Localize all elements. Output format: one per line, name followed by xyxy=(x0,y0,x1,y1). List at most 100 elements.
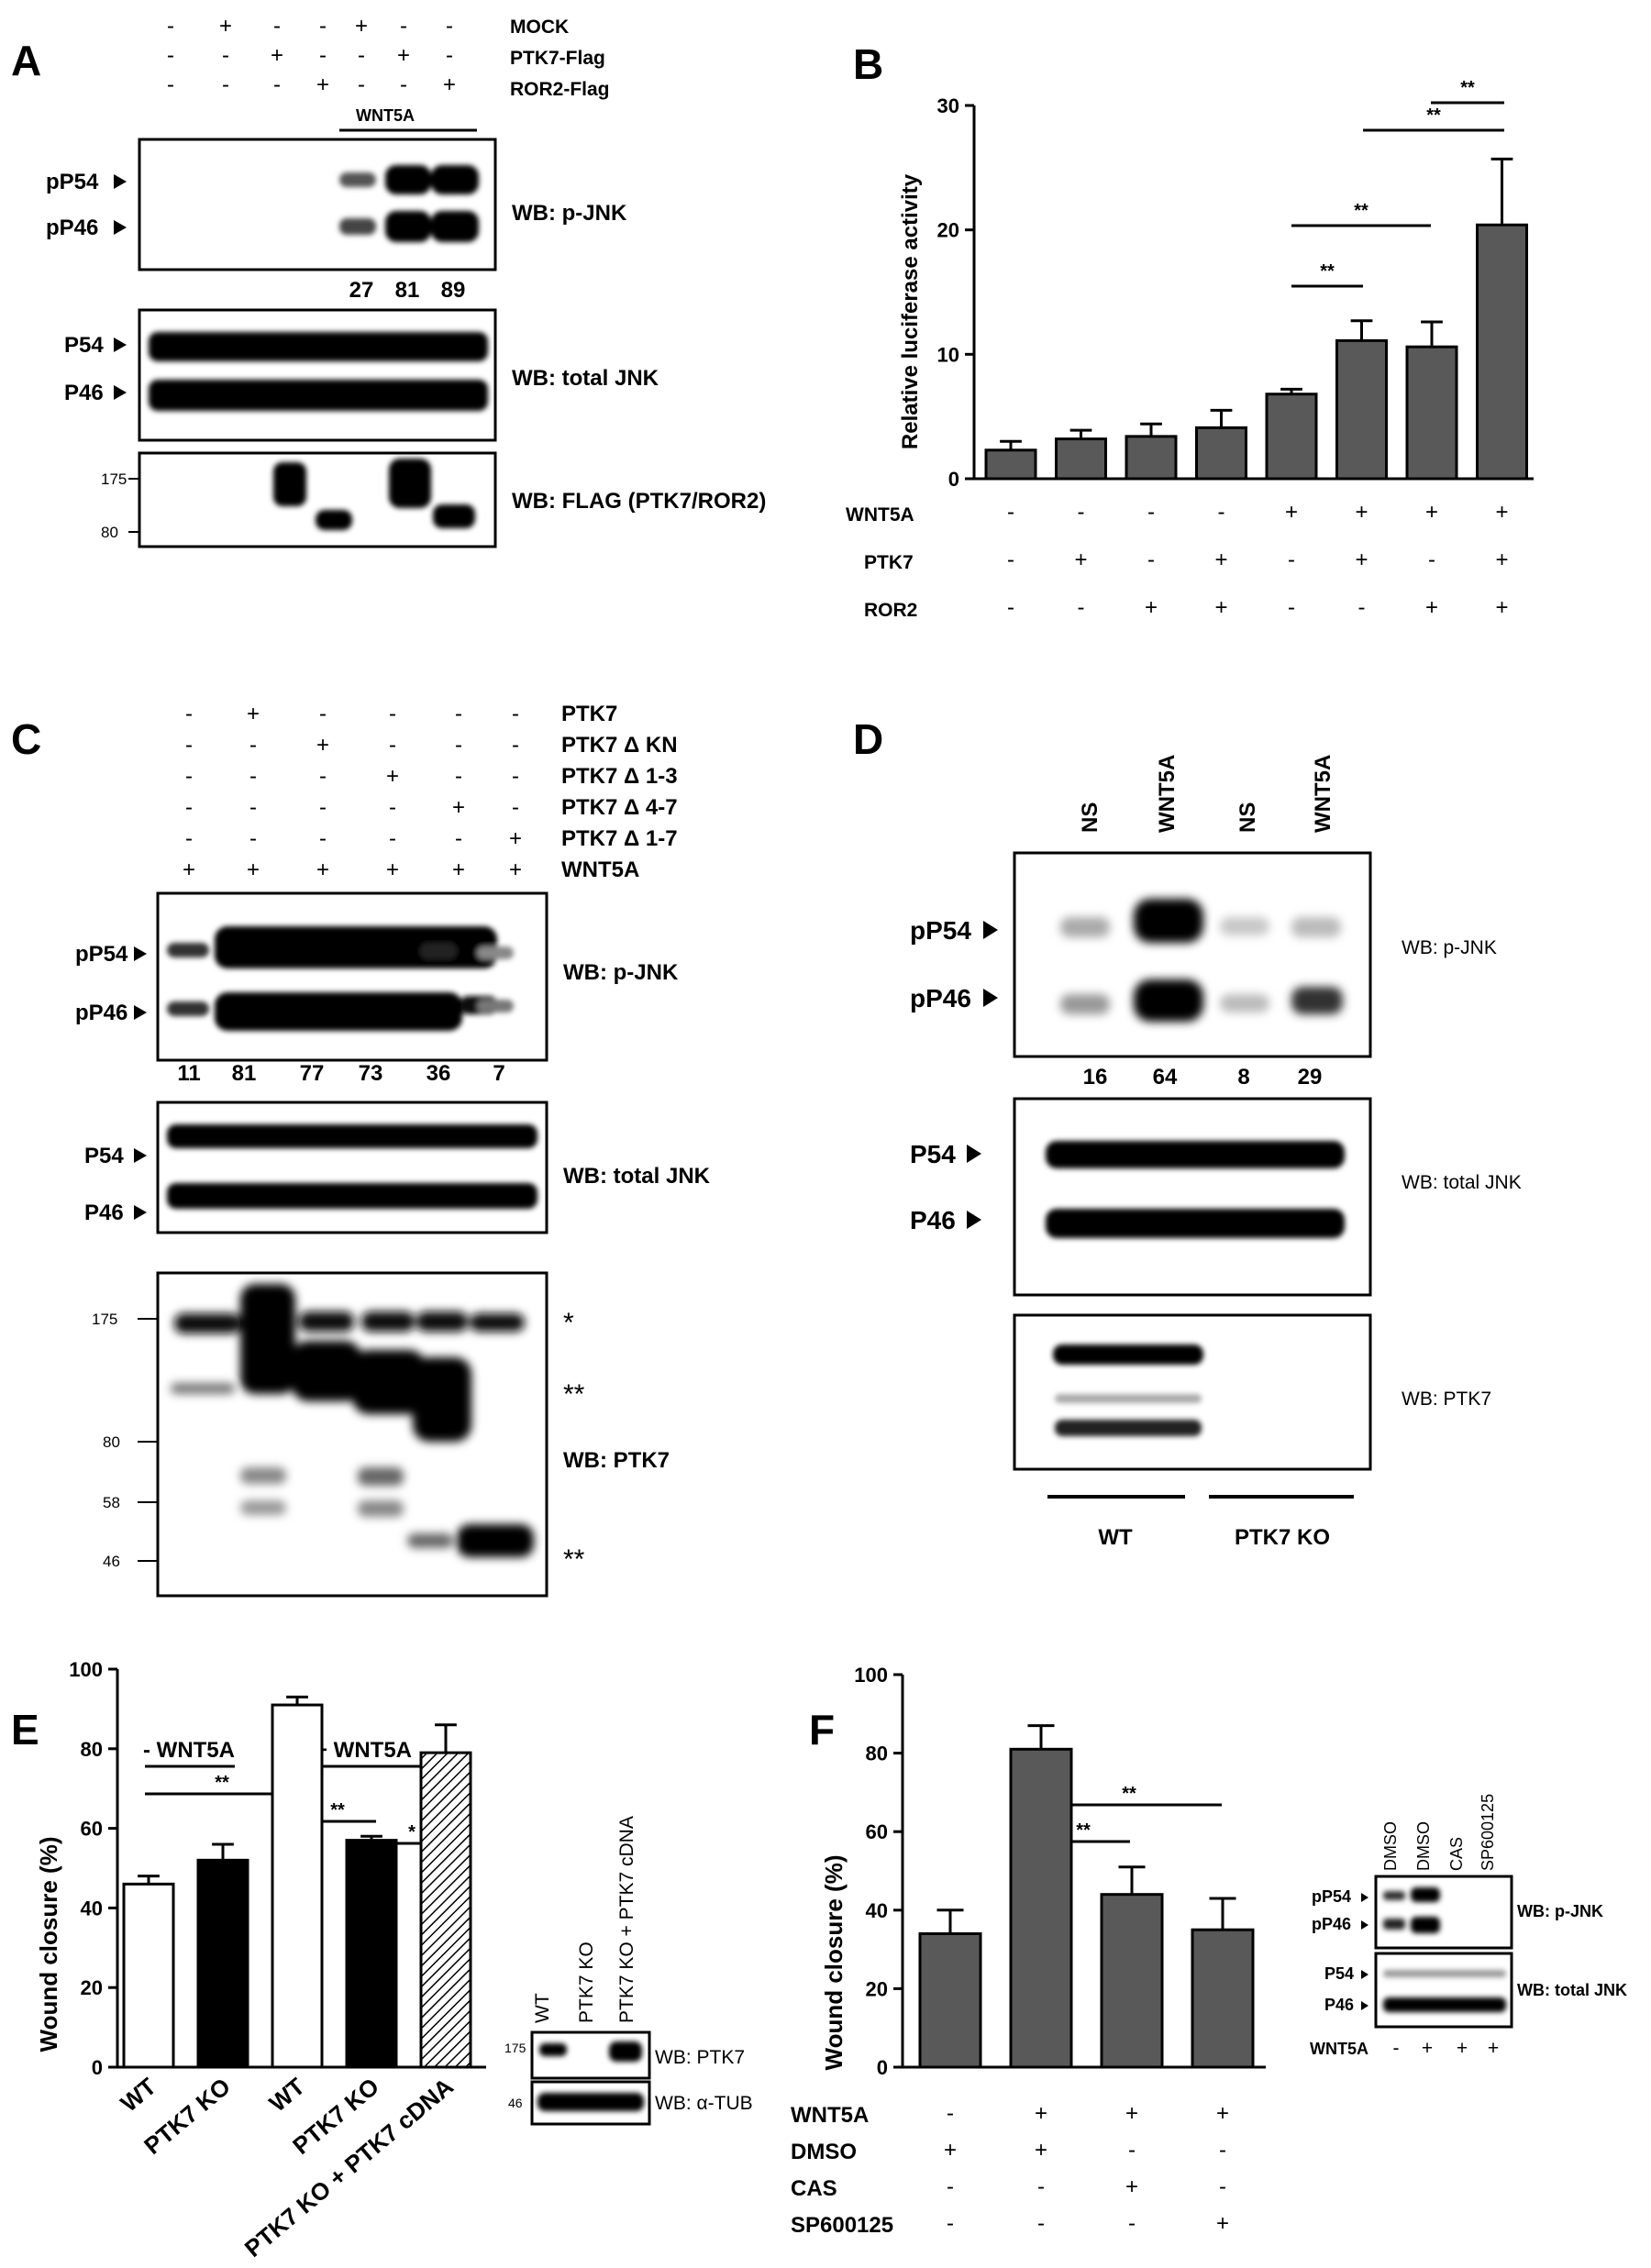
c-quant-row: 11 81 77 73 36 7 xyxy=(177,1061,504,1086)
f-ylabel: Wound closure (%) xyxy=(820,1855,848,2071)
d-blot-total-jnk xyxy=(1013,1097,1372,1297)
a-pp46-label: pP46 xyxy=(46,216,98,240)
c-sign: + xyxy=(452,857,465,882)
f-sign: + xyxy=(1216,2101,1229,2126)
e-sig-star: * xyxy=(408,1822,416,1842)
f-sign: - xyxy=(1128,2138,1136,2163)
f-blot-sign: + xyxy=(1488,2038,1499,2059)
a-sign: + xyxy=(355,14,368,39)
b-bars xyxy=(984,157,1528,481)
bar xyxy=(419,1751,472,2069)
c-sign: - xyxy=(185,826,193,851)
c-sign: - xyxy=(512,795,519,820)
b-row-label-ptk7: PTK7 xyxy=(864,552,914,573)
e-ylabel: Wound closure (%) xyxy=(35,1837,62,2052)
a-pp54-arrow xyxy=(114,174,127,189)
b-sign: - xyxy=(1007,548,1014,572)
c-label: PTK7 Δ KN xyxy=(561,733,678,758)
b-row-label-ror2: ROR2 xyxy=(864,600,917,621)
b-significance: ** ** ** ** xyxy=(1291,78,1504,288)
c-sign: + xyxy=(316,733,329,758)
b-row-label-wnt5a: WNT5A xyxy=(846,504,914,526)
b-sig-star: ** xyxy=(1426,105,1441,126)
c-sign: - xyxy=(249,826,257,851)
b-sign: + xyxy=(1285,500,1298,525)
a-sign: + xyxy=(443,72,456,97)
c-sign: - xyxy=(185,764,193,789)
c-sign: - xyxy=(455,764,462,789)
y-tick-label: 10 xyxy=(937,343,959,366)
b-ylabel: Relative luciferase activity xyxy=(898,173,923,449)
a-sign: - xyxy=(446,43,453,68)
c-sign: + xyxy=(509,826,522,851)
d-wb-pjnk: WB: p-JNK xyxy=(1402,937,1497,958)
a-sign: + xyxy=(316,72,329,97)
c-label: PTK7 Δ 1-7 xyxy=(561,826,678,851)
a-total-jnk-bands xyxy=(149,332,488,411)
a-sign: - xyxy=(167,43,174,68)
f-sign: - xyxy=(1037,2174,1045,2199)
c-wb-pjnk: WB: p-JNK xyxy=(563,960,679,985)
e-blot-lane: WT xyxy=(532,1993,553,2023)
e-group-plus: + WNT5A xyxy=(315,1738,412,1763)
b-sig-star: ** xyxy=(1460,78,1475,98)
bar xyxy=(1265,393,1318,481)
f-blot-lane: SP600125 xyxy=(1479,1794,1497,1871)
c-sign: - xyxy=(319,795,327,820)
f-sign: + xyxy=(1035,2101,1047,2126)
f-sign: - xyxy=(1219,2138,1226,2163)
a-wb-flag: WB: FLAG (PTK7/ROR2) xyxy=(512,489,766,514)
a-sign: - xyxy=(319,14,327,39)
d-lane-label: WNT5A xyxy=(1155,755,1180,833)
bar xyxy=(1125,435,1178,481)
a-sign: - xyxy=(167,14,174,39)
f-row-label: WNT5A xyxy=(791,2103,869,2128)
y-tick-label: 100 xyxy=(854,1664,888,1687)
d-quant: 64 xyxy=(1153,1065,1178,1090)
b-sign: + xyxy=(1425,500,1438,525)
f-row-label: DMSO xyxy=(791,2140,857,2164)
a-sign-row-ptk7: - - + - - + - xyxy=(167,43,453,68)
c-sign: - xyxy=(455,733,462,758)
e-blot-lane: PTK7 KO xyxy=(576,1942,597,2023)
c-sign: - xyxy=(512,702,519,726)
d-p46-label: P46 xyxy=(910,1206,956,1234)
a-label-mock: MOCK xyxy=(510,17,569,38)
c-pjnk-bands xyxy=(167,926,514,1031)
c-sign: - xyxy=(512,764,519,789)
f-pp46-label: pP46 xyxy=(1312,1915,1351,1933)
a-sign: - xyxy=(400,14,407,39)
e-group-minus: - WNT5A xyxy=(143,1738,235,1763)
a-blot-pjnk xyxy=(138,138,497,271)
bar xyxy=(918,1931,982,2069)
c-quant: 11 xyxy=(177,1061,200,1086)
c-p54-label: P54 xyxy=(84,1144,124,1168)
f-blot-sign: - xyxy=(1393,2038,1400,2059)
panel-f: F ** ** Wound closure (%) 0 20 40 60 80 100 W… xyxy=(791,1664,1627,2238)
y-tick-label: 80 xyxy=(866,1742,888,1765)
a-label-ror2-flag: ROR2-Flag xyxy=(510,79,610,100)
d-quant: 8 xyxy=(1237,1065,1249,1090)
panel-b: B Relative luciferase activity 0 10 20 30 *… xyxy=(846,40,1534,621)
d-pp46-label: pP46 xyxy=(910,984,971,1012)
b-sign: + xyxy=(1495,500,1508,525)
c-quant: 73 xyxy=(359,1061,383,1086)
d-lane-label: NS xyxy=(1078,802,1103,833)
e-bars xyxy=(122,1695,472,2069)
f-p54-label: P54 xyxy=(1324,1964,1354,1983)
y-tick-label: 20 xyxy=(81,1976,103,1999)
y-tick-label: 40 xyxy=(866,1899,888,1922)
c-sign: + xyxy=(316,857,329,882)
f-wb-pjnk: WB: p-JNK xyxy=(1517,1902,1603,1920)
b-sign: + xyxy=(1355,500,1368,525)
e-x-tick-label: WT xyxy=(116,2073,161,2118)
d-p54-label: P54 xyxy=(910,1140,956,1168)
b-sign: - xyxy=(1358,595,1366,620)
f-sign: + xyxy=(944,2138,957,2163)
panel-c: C - + - - - - - - + - - - - - - + - - - - - - + - - - - - - + + + + + + + P… xyxy=(11,702,711,1598)
c-sign: - xyxy=(249,764,257,789)
a-sign: + xyxy=(397,43,410,68)
y-tick-label: 80 xyxy=(81,1738,103,1761)
c-sign: - xyxy=(389,795,396,820)
e-blot-lane: PTK7 KO + PTK7 cDNA xyxy=(616,1816,637,2023)
